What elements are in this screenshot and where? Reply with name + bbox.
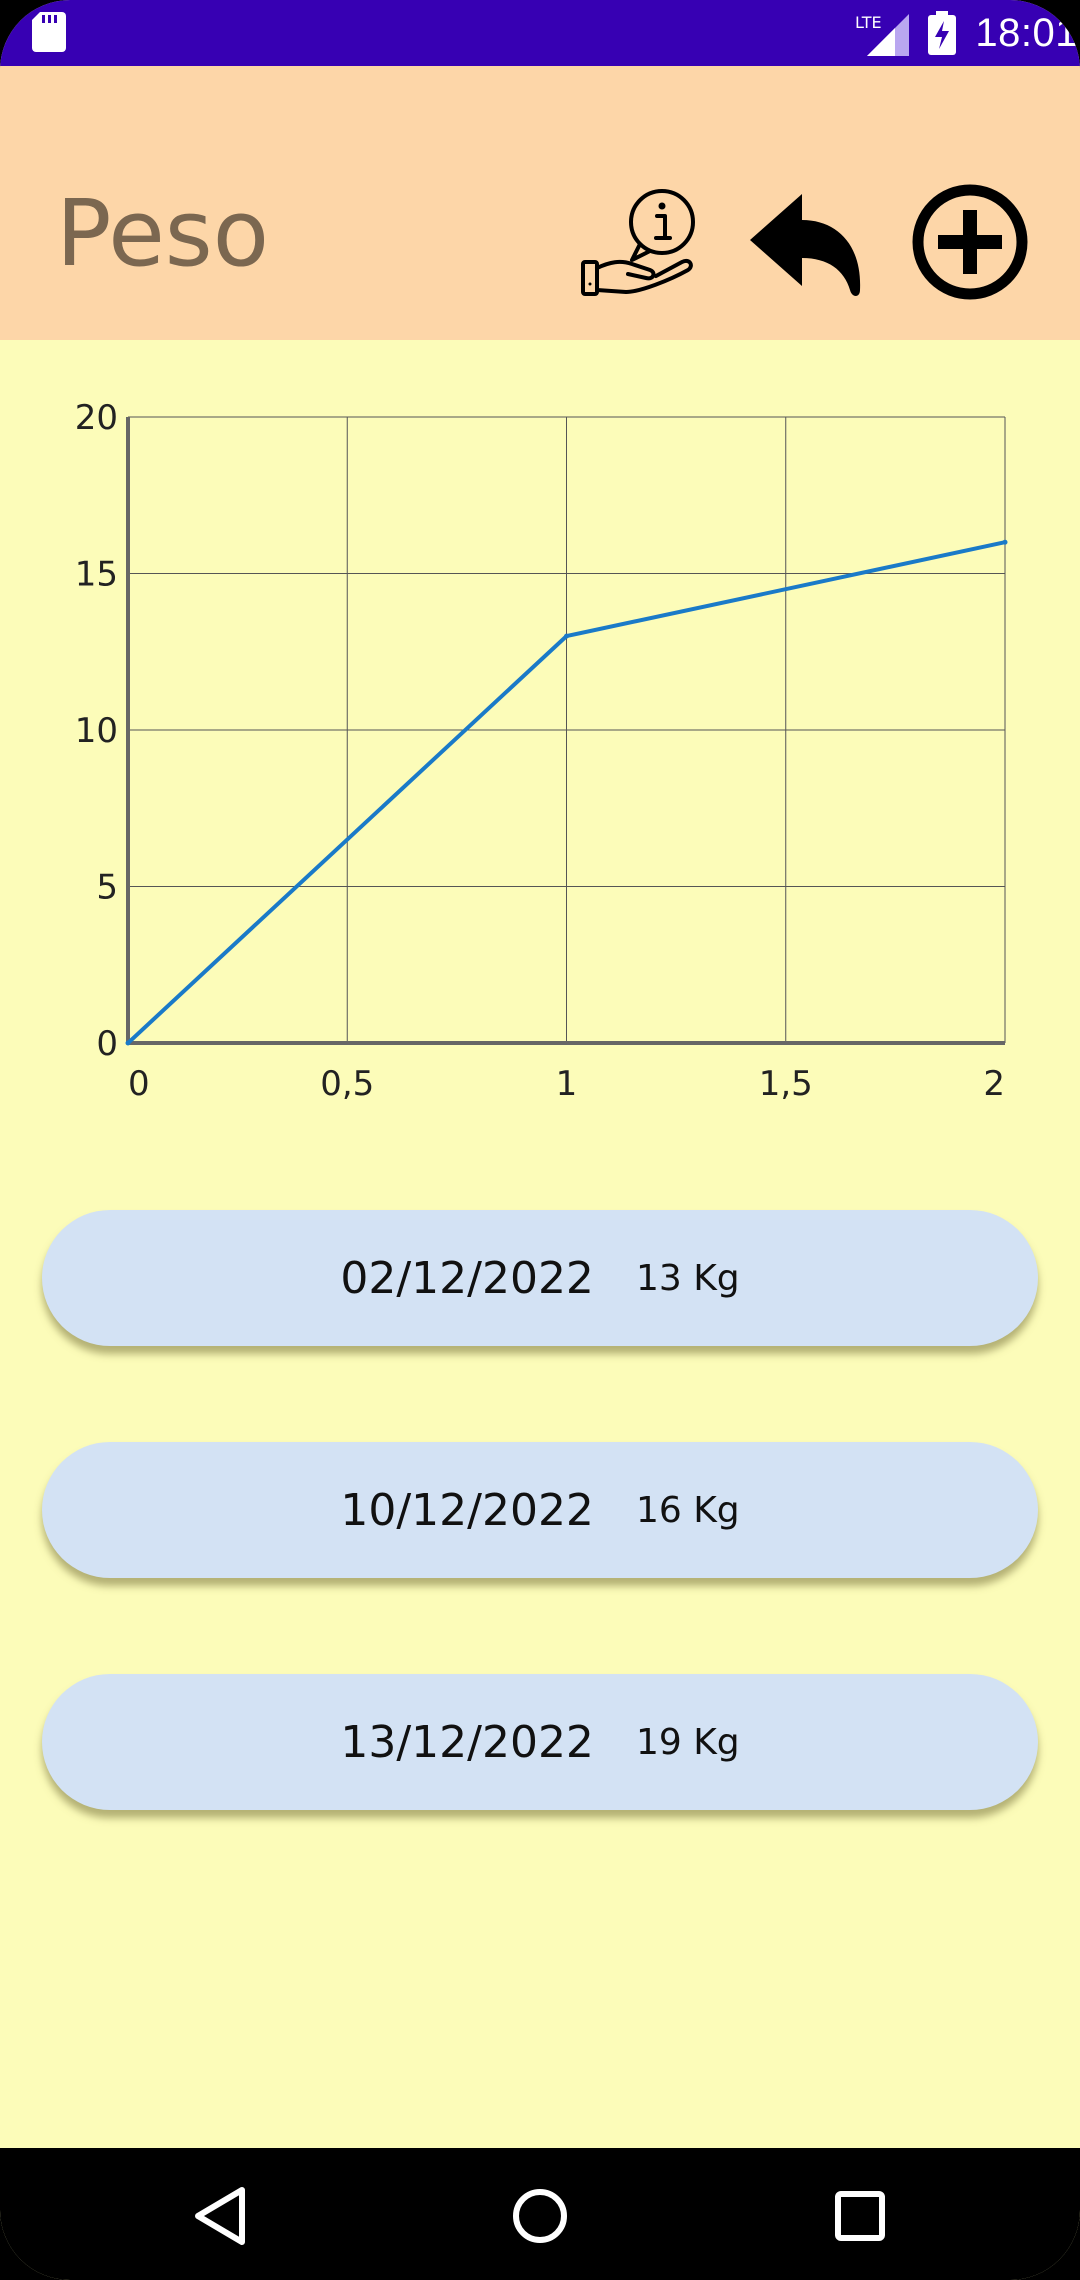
y-tick-label: 5 [96,868,118,908]
entry-date: 13/12/2022 [340,1716,594,1768]
x-tick-label: 2 [983,1064,1005,1104]
y-tick-label: 20 [75,398,118,438]
circle-home-icon [513,2189,567,2243]
entry-date: 10/12/2022 [340,1484,594,1536]
triangle-back-icon [195,2187,245,2245]
data-point [1002,539,1008,545]
entry-weight: 19 Kg [635,1721,740,1763]
entry-weight: 16 Kg [635,1489,740,1531]
sd-card-icon [32,12,66,52]
square-recents-icon [835,2191,885,2241]
info-hand-icon [581,189,695,296]
status-bar: LTE 18:01 [0,0,1080,66]
clock: 18:01 [975,10,1078,55]
back-button[interactable] [746,190,864,298]
x-tick-label: 1 [556,1064,578,1104]
svg-text:LTE: LTE [855,13,882,32]
reply-arrow-icon [750,194,861,296]
nav-recents-button[interactable] [820,2176,900,2256]
data-point [564,633,569,639]
nav-back-button[interactable] [180,2176,260,2256]
data-point [125,1040,131,1046]
entry-weight: 13 Kg [635,1257,740,1299]
y-tick-label: 15 [75,555,118,595]
entry-card[interactable]: 13/12/2022 19 Kg [42,1674,1038,1810]
lte-signal-icon: LTE [855,13,910,56]
weight-chart: 0 0,5 1 1,5 2 0 5 10 15 20 [0,340,1080,1140]
x-tick-label: 0 [128,1064,150,1104]
info-hand-button[interactable] [580,184,702,306]
page-title: Peso [56,180,270,287]
y-tick-label: 10 [75,711,118,751]
status-icons: LTE 18:01 [853,0,1080,66]
app-bar: Peso [0,66,1080,340]
entry-date: 02/12/2022 [340,1252,594,1304]
battery-charging-icon [928,11,957,55]
plus-circle-icon [912,184,1028,300]
entry-card[interactable]: 02/12/2022 13 Kg [42,1210,1038,1346]
x-tick-label: 0,5 [320,1064,374,1104]
add-button[interactable] [912,184,1028,300]
navigation-bar [0,2148,1080,2280]
y-tick-label: 0 [96,1024,118,1064]
x-tick-label: 1,5 [759,1064,813,1104]
entry-card[interactable]: 10/12/2022 16 Kg [42,1442,1038,1578]
nav-home-button[interactable] [500,2176,580,2256]
